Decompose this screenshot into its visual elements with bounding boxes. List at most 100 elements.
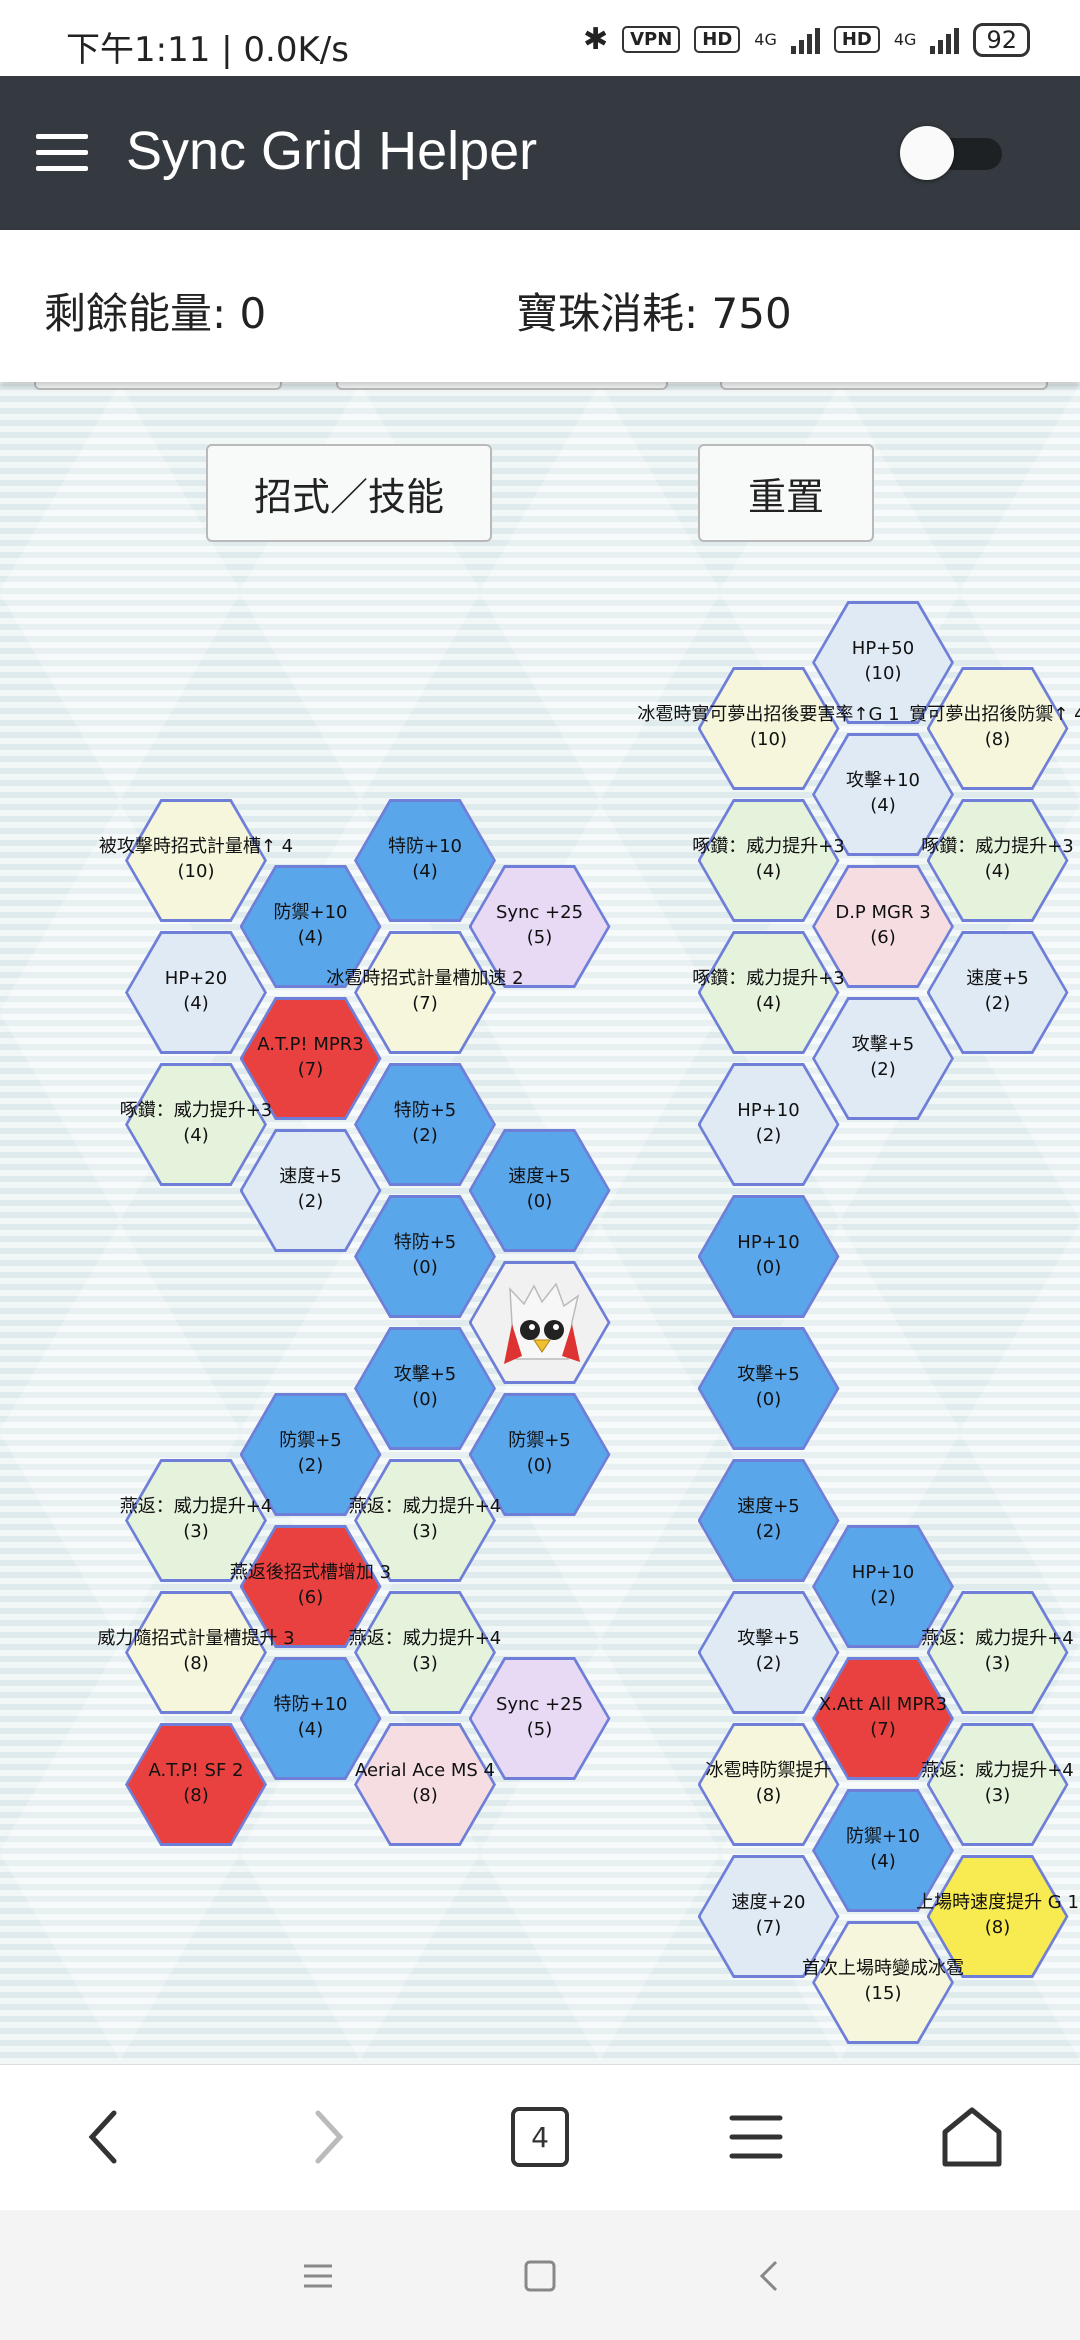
hex-tile-fill: [929, 934, 1066, 1051]
hex-tile-fill: [815, 1000, 951, 1117]
hex-tile[interactable]: [926, 667, 1069, 790]
hex-tile[interactable]: [812, 1657, 954, 1780]
hex-tile[interactable]: [125, 799, 267, 922]
hex-tile[interactable]: [354, 799, 496, 922]
hex-tile[interactable]: [468, 1393, 611, 1516]
hex-tile-fill: [357, 1594, 493, 1711]
hex-tile[interactable]: [812, 601, 954, 724]
hex-tile[interactable]: [697, 1195, 840, 1318]
hex-tile[interactable]: [812, 997, 954, 1120]
hex-tile-fill: [929, 1594, 1066, 1711]
battery-icon: 92: [973, 22, 1030, 57]
hex-tile[interactable]: [697, 1327, 840, 1450]
center-pokemon-tile: [468, 1261, 611, 1384]
forward-button[interactable]: [288, 2097, 368, 2177]
hex-tile[interactable]: [926, 799, 1069, 922]
hex-tile[interactable]: [125, 1723, 267, 1846]
hex-tile-fill: [471, 868, 608, 985]
hex-tile[interactable]: [125, 1591, 267, 1714]
hex-tile-fill: [929, 1726, 1066, 1843]
hex-tile[interactable]: [697, 1591, 840, 1714]
hd-badge: HD: [694, 26, 741, 53]
mode-toggle[interactable]: [896, 126, 1006, 180]
hex-tile[interactable]: [812, 865, 954, 988]
hex-tile[interactable]: [697, 667, 840, 790]
recents-icon[interactable]: [300, 2258, 336, 2294]
hex-tile[interactable]: [354, 1195, 496, 1318]
reset-button[interactable]: 重置: [698, 444, 874, 542]
hex-tile[interactable]: [354, 1591, 496, 1714]
hex-tile[interactable]: [812, 1921, 954, 2044]
hex-tile[interactable]: [125, 931, 267, 1054]
hex-tile-fill: [700, 1462, 837, 1579]
hex-tile[interactable]: [812, 1789, 954, 1912]
hex-tile[interactable]: [697, 799, 840, 922]
back-button[interactable]: [64, 2097, 144, 2177]
tabs-button[interactable]: 4: [500, 2097, 580, 2177]
hex-tile-fill: [700, 802, 837, 919]
hex-tile-fill: [700, 670, 837, 787]
hidden-select-3[interactable]: [720, 382, 1048, 390]
vpn-badge: VPN: [622, 26, 681, 53]
browser-bottom-nav: 4: [0, 2064, 1080, 2211]
home-button[interactable]: [932, 2097, 1012, 2177]
hd-badge-2: HD: [833, 26, 880, 53]
network-type: 4G: [754, 30, 777, 49]
hex-tile[interactable]: [697, 1723, 840, 1846]
hex-tile-fill: [700, 1066, 837, 1183]
hex-tile[interactable]: [926, 1723, 1069, 1846]
hex-tile-fill: [357, 1330, 493, 1447]
menu-icon[interactable]: [36, 134, 88, 171]
center-tile-fill: [471, 1264, 608, 1381]
hex-tile-fill: [357, 1198, 493, 1315]
hex-tile-fill: [815, 604, 951, 721]
hex-tile[interactable]: [354, 1327, 496, 1450]
hex-tile[interactable]: [468, 1129, 611, 1252]
sync-grid-area: 招式／技能 重置 HP+50 (10) 冰雹時實可夢出招後要害率↑G 1 (10) 實可…: [0, 382, 1080, 2064]
hex-tile[interactable]: [239, 1525, 382, 1648]
hex-tile[interactable]: [697, 1855, 840, 1978]
hidden-select-2[interactable]: [336, 382, 668, 390]
moves-skills-button[interactable]: 招式／技能: [206, 444, 492, 542]
status-bar: 下午1:11 | 0.0K/s ✱ VPN HD 4G HD 4G 92: [0, 0, 1080, 76]
hex-tile[interactable]: [125, 1063, 267, 1186]
hex-tile-fill: [700, 1594, 837, 1711]
hex-tile-fill: [242, 1132, 379, 1249]
home-icon: [942, 2107, 1002, 2167]
hex-tile[interactable]: [354, 1063, 496, 1186]
menu-button[interactable]: [716, 2097, 796, 2177]
back-arrow-icon: [88, 2110, 117, 2164]
hex-tile-fill: [128, 1066, 264, 1183]
signal-icon: [790, 26, 820, 54]
hex-tile[interactable]: [239, 1393, 382, 1516]
hex-tile[interactable]: [125, 1459, 267, 1582]
hex-tile[interactable]: [926, 1591, 1069, 1714]
hex-tile[interactable]: [354, 1723, 496, 1846]
hex-tile[interactable]: [812, 733, 954, 856]
home-square-icon[interactable]: [522, 2258, 558, 2294]
hex-tile[interactable]: [468, 865, 611, 988]
hex-tile[interactable]: [239, 865, 382, 988]
hex-tile-fill: [815, 868, 951, 985]
hex-tile[interactable]: [697, 931, 840, 1054]
hex-tile[interactable]: [354, 1459, 496, 1582]
hex-tile[interactable]: [239, 1657, 382, 1780]
hex-tile-fill: [357, 802, 493, 919]
hex-tile[interactable]: [697, 1063, 840, 1186]
hex-tile-fill: [357, 1462, 493, 1579]
hidden-select-1[interactable]: [34, 382, 282, 390]
hex-tile[interactable]: [468, 1657, 611, 1780]
hex-tile-fill: [357, 1726, 493, 1843]
hex-tile-fill: [929, 670, 1066, 787]
hex-tile-fill: [471, 1396, 608, 1513]
hex-tile[interactable]: [926, 1855, 1069, 1978]
hex-tile[interactable]: [239, 1129, 382, 1252]
hex-tile[interactable]: [926, 931, 1069, 1054]
hex-tile[interactable]: [354, 931, 496, 1054]
system-back-icon[interactable]: [752, 2258, 788, 2294]
hex-tile-fill: [128, 934, 264, 1051]
hex-tile[interactable]: [239, 997, 382, 1120]
hex-tile[interactable]: [812, 1525, 954, 1648]
hex-tile-fill: [242, 868, 379, 985]
hex-tile[interactable]: [697, 1459, 840, 1582]
